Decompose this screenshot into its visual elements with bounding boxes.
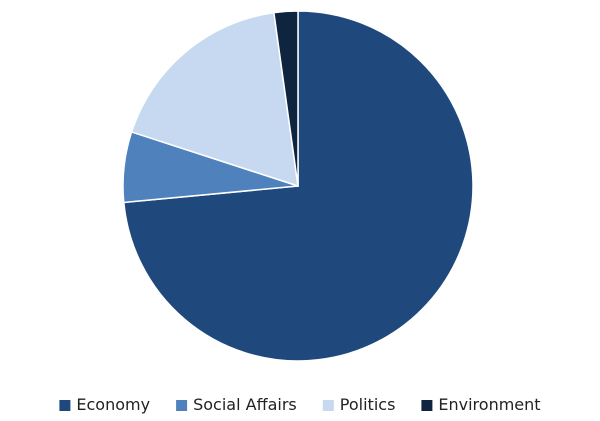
pie-slice-politics	[130, 11, 299, 188]
legend-label-politics: Politics	[340, 395, 396, 414]
legend-label-environment: Environment	[438, 395, 540, 414]
legend-swatch-economy	[59, 400, 71, 411]
legend-label-social-affairs: Social Affairs	[193, 395, 297, 414]
legend-swatch-environment	[421, 400, 433, 411]
pie-slices	[122, 10, 474, 362]
legend-item-environment: Environment	[421, 395, 541, 414]
legend: Economy Social Affairs Politics Environment	[59, 395, 541, 414]
legend-swatch-politics	[322, 400, 334, 411]
legend-item-politics: Politics	[322, 395, 396, 414]
legend-item-economy: Economy	[59, 395, 150, 414]
legend-label-economy: Economy	[76, 395, 150, 414]
legend-item-social-affairs: Social Affairs	[176, 395, 297, 414]
pie-slice-environment	[273, 10, 299, 187]
legend-swatch-social-affairs	[176, 400, 188, 411]
